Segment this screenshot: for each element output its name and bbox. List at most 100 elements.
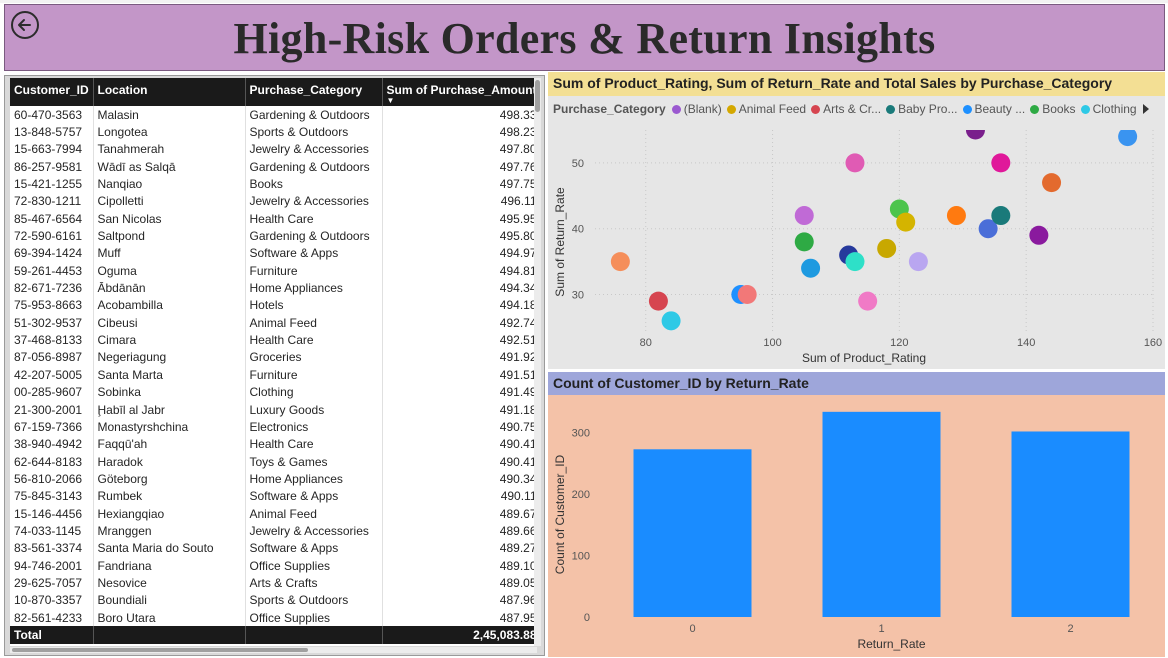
table-row[interactable]: 72-590-6161 Saltpond Gardening & Outdoors 4… [10, 227, 537, 245]
scatter-point [1118, 130, 1138, 147]
legend-item[interactable]: (Blank) [671, 102, 722, 116]
table-row[interactable]: 15-421-1255 Nanqiao Books 497.75 [10, 175, 537, 193]
table-row[interactable]: 83-561-3374 Santa Maria do Souto Software … [10, 539, 537, 557]
table-row[interactable]: 82-671-7236 Ābdānān Home Appliances 494.34 [10, 279, 537, 297]
cell-location: Santa Marta [93, 366, 246, 384]
cell-location: Muff [93, 244, 246, 263]
scatter-point [661, 311, 681, 331]
horizontal-scroll-thumb[interactable] [12, 648, 308, 652]
legend-label: Beauty ... [974, 102, 1026, 116]
cell-customer-id: 42-207-5005 [10, 366, 94, 384]
table-row[interactable]: 59-261-4453 Oguma Furniture 494.81 [10, 262, 537, 280]
table-row[interactable]: 75-845-3143 Rumbek Software & Apps 490.11 [10, 487, 537, 505]
legend-item[interactable]: Animal Feed [726, 102, 806, 116]
cell-customer-id: 21-300-2001 [10, 400, 94, 419]
table-row[interactable]: 38-940-4942 Faqqū'ah Health Care 490.41 [10, 435, 537, 453]
legend-item[interactable]: Baby Pro... [886, 102, 958, 116]
cell-purchase-amount: 490.11 [382, 487, 537, 505]
cell-purchase-amount: 494.34 [382, 279, 537, 297]
vertical-scroll-thumb[interactable] [535, 80, 540, 112]
table-row[interactable]: 74-033-1145 Mranggen Jewelry & Accessories… [10, 522, 537, 540]
scatter-x-axis-title: Sum of Product_Rating [802, 351, 926, 365]
cell-customer-id: 82-561-4233 [10, 608, 94, 627]
legend-dot-icon [1030, 104, 1040, 114]
cell-location: Faqqū'ah [93, 435, 246, 453]
table-row[interactable]: 75-953-8663 Acobambilla Hotels 494.18 [10, 296, 537, 315]
table-row[interactable]: 29-625-7057 Nesovice Arts & Crafts 489.05 [10, 574, 537, 592]
cell-purchase-amount: 491.51 [382, 366, 537, 384]
cell-location: Fandriana [93, 556, 246, 575]
cell-location: Longotea [93, 123, 246, 141]
legend-item[interactable]: Arts & Cr... [811, 102, 881, 116]
cell-purchase-amount: 494.18 [382, 296, 537, 315]
bar-chart: 0 100 200 300 0 1 2 Return_Rate Count of Custome… [553, 411, 1130, 651]
orders-table-viewport[interactable]: Customer_ID Location Purchase_Category S… [10, 78, 537, 646]
table-row[interactable]: 60-470-3563 Malasin Gardening & Outdoors 49… [10, 106, 537, 124]
table-horizontal-scrollbar[interactable] [10, 647, 537, 653]
cell-purchase-category: Jewelry & Accessories [245, 140, 383, 159]
table-row[interactable]: 37-468-8133 Cimara Health Care 492.51 [10, 331, 537, 349]
legend-item[interactable]: Books [1030, 102, 1076, 116]
cell-purchase-category: Animal Feed [245, 314, 383, 332]
table-row[interactable]: 10-870-3357 Boundiali Sports & Outdoors 487… [10, 591, 537, 609]
column-header-purchase-amount[interactable]: Sum of Purchase_Amount ▼ [382, 78, 537, 106]
bar-y-tick-label: 200 [572, 489, 590, 501]
table-row[interactable]: 21-300-2001 Ḩabīl al Jabr Luxury Goods 491.… [10, 400, 537, 419]
cell-location: Santa Maria do Souto [93, 539, 246, 557]
cell-location: Ḩabīl al Jabr [93, 400, 246, 419]
cell-purchase-amount: 487.95 [382, 608, 537, 627]
scatter-point [845, 252, 865, 272]
table-row[interactable]: 15-663-7994 Tanahmerah Jewelry & Accessori… [10, 140, 537, 159]
scatter-x-tick-label: 140 [1017, 337, 1035, 349]
cell-customer-id: 29-625-7057 [10, 574, 94, 592]
cell-purchase-amount: 489.05 [382, 574, 537, 592]
table-row[interactable]: 94-746-2001 Fandriana Office Supplies 489.1… [10, 556, 537, 575]
table-row[interactable]: 82-561-4233 Boro Utara Office Supplies 487.… [10, 608, 537, 627]
cell-location: Rumbek [93, 487, 246, 505]
table-row[interactable]: 67-159-7366 Monastyrshchina Electronics 490… [10, 418, 537, 436]
table-row[interactable]: 87-056-8987 Negeriagung Groceries 491.92 [10, 348, 537, 367]
cell-purchase-amount: 498.33 [382, 106, 537, 124]
cell-purchase-category: Home Appliances [245, 470, 383, 488]
scatter-point [877, 238, 897, 258]
column-header-location[interactable]: Location [93, 78, 246, 106]
bar-x-axis-title: Return_Rate [857, 637, 925, 651]
top-strip [0, 0, 1168, 3]
scatter-point [801, 258, 821, 278]
legend-item[interactable]: Clothing [1080, 102, 1137, 116]
table-row[interactable]: 86-257-9581 Wādī as Salqā Gardening & Outd… [10, 158, 537, 176]
table-row[interactable]: 15-146-4456 Hexiangqiao Animal Feed 489.67 [10, 504, 537, 523]
legend-next-arrow-icon[interactable] [1143, 104, 1149, 114]
cell-purchase-category: Software & Apps [245, 244, 383, 263]
back-button[interactable] [11, 11, 39, 39]
table-row[interactable]: 69-394-1424 Muff Software & Apps 494.97 [10, 244, 537, 263]
cell-location: Haradok [93, 452, 246, 471]
column-header-customer-id[interactable]: Customer_ID [10, 78, 94, 106]
column-header-purchase-category[interactable]: Purchase_Category [245, 78, 383, 106]
table-row[interactable]: 13-848-5757 Longotea Sports & Outdoors 498.… [10, 123, 537, 141]
table-vertical-scrollbar[interactable] [534, 78, 541, 646]
table-row[interactable]: 51-302-9537 Cibeusi Animal Feed 492.74 [10, 314, 537, 332]
cell-location: Nanqiao [93, 175, 246, 193]
total-empty-cell [245, 626, 383, 645]
table-row[interactable]: 42-207-5005 Santa Marta Furniture 491.51 [10, 366, 537, 384]
scatter-chart: 80 100 120 140 160 30 40 50 Sum of Product_Ratin… [553, 130, 1162, 365]
table-row[interactable]: 00-285-9607 Sobinka Clothing 491.49 [10, 383, 537, 401]
cell-location: Wādī as Salqā [93, 158, 246, 176]
cell-location: Mranggen [93, 522, 246, 540]
orders-table: Customer_ID Location Purchase_Category S… [10, 78, 537, 645]
cell-location: Saltpond [93, 227, 246, 245]
table-row[interactable]: 72-830-1211 Cipolletti Jewelry & Accessori… [10, 192, 537, 211]
cell-purchase-category: Health Care [245, 210, 383, 228]
scatter-legend: Purchase_Category (Blank) Animal Feed Arts… [553, 102, 1142, 116]
legend-label: Baby Pro... [898, 102, 958, 116]
table-row[interactable]: 56-810-2066 Göteborg Home Appliances 490.34 [10, 470, 537, 488]
table-row[interactable]: 85-467-6564 San Nicolas Health Care 495.95 [10, 210, 537, 228]
cell-customer-id: 69-394-1424 [10, 244, 94, 263]
cell-purchase-category: Gardening & Outdoors [245, 158, 383, 176]
cell-location: San Nicolas [93, 210, 246, 228]
cell-purchase-category: Software & Apps [245, 487, 383, 505]
table-row[interactable]: 62-644-8183 Haradok Toys & Games 490.41 [10, 452, 537, 471]
legend-item[interactable]: Beauty ... [962, 102, 1026, 116]
cell-location: Boundiali [93, 591, 246, 609]
